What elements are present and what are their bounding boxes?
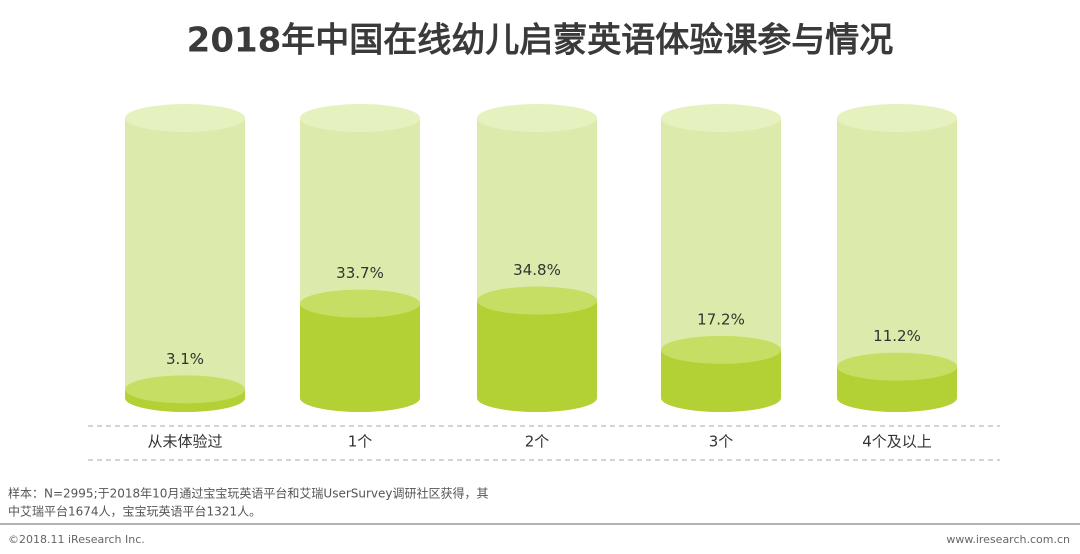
value-label: 34.8% — [513, 261, 561, 279]
bar-top — [300, 289, 420, 318]
x-tick-label: 3个 — [709, 433, 734, 451]
bar — [300, 303, 420, 412]
bar — [477, 300, 597, 412]
cylinder-shell-top — [661, 104, 781, 132]
website: www.iresearch.com.cn — [946, 533, 1070, 546]
footnote: 中艾瑞平台1674人，宝宝玩英语平台1321人。 — [8, 504, 261, 519]
cylinder-shell-top — [300, 104, 420, 132]
cylinder-shell — [125, 118, 245, 412]
cylinder-shell-top — [477, 104, 597, 132]
value-label: 11.2% — [873, 327, 921, 345]
cylinder-shell-top — [837, 104, 957, 132]
bar-top — [661, 335, 781, 364]
x-tick-label: 4个及以上 — [862, 433, 932, 451]
bar-top — [477, 286, 597, 315]
value-label: 3.1% — [166, 350, 204, 368]
value-label: 17.2% — [697, 310, 745, 328]
x-tick-label: 1个 — [348, 433, 373, 451]
bar-top — [837, 352, 957, 381]
x-tick-label: 2个 — [525, 433, 550, 451]
value-label: 33.7% — [336, 264, 384, 282]
cylinder-shell-top — [125, 104, 245, 132]
footnote: 样本：N=2995;于2018年10月通过宝宝玩英语平台和艾瑞UserSurve… — [8, 486, 489, 501]
x-tick-label: 从未体验过 — [147, 433, 222, 451]
chart-title: 2018年中国在线幼儿启蒙英语体验课参与情况 — [187, 21, 894, 61]
copyright: ©2018.11 iResearch Inc. — [8, 533, 145, 546]
cylinder-shell — [837, 118, 957, 412]
bar-top — [125, 375, 245, 404]
bar — [661, 349, 781, 412]
